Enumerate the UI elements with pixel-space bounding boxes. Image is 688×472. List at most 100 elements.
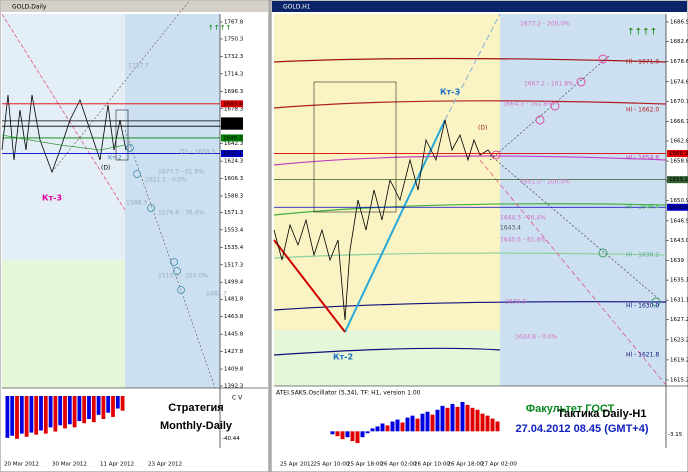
osc-bar [335, 431, 340, 437]
trend-line [124, 129, 216, 389]
fib-label: 1667.2 - 161.8% [524, 81, 574, 88]
price-marker-label: 1683.4 [223, 101, 243, 107]
y-tick-label: 1409.8 [224, 367, 244, 373]
price-marker-label: 1648.2 [223, 135, 242, 141]
bands [273, 57, 667, 356]
osc-bar [120, 396, 125, 411]
osc-bar [82, 396, 87, 424]
right-zone-yellow [274, 14, 500, 330]
osc-bar [101, 396, 106, 419]
y-tick-label: 1750.3 [224, 36, 244, 42]
osc-bar [370, 428, 375, 432]
x-tick-label: 11 Apr 2012 [100, 462, 134, 468]
trend-line [489, 154, 661, 301]
osc-bar [5, 396, 10, 438]
strategy-2: Monthly-Daily [160, 420, 233, 432]
y-tick-label: 1463.8 [224, 314, 244, 320]
osc-bar [395, 419, 400, 432]
box [313, 81, 397, 213]
y-tick-label: 1481.8 [224, 297, 244, 303]
osc-bar [445, 407, 450, 432]
y-tick-label: 1631.1 [670, 298, 688, 304]
osc-bar [400, 422, 405, 432]
osc-bar [10, 396, 15, 436]
annotation: 1588.3 [126, 200, 147, 207]
osc-bar [475, 409, 480, 432]
fib-line [1, 13, 126, 211]
price-marker-label: 1649.6 [669, 205, 688, 211]
trend-line [51, 0, 191, 173]
x-tick-label: 25 Apr 2012 [280, 462, 314, 468]
fib-label: 1630.0 [505, 299, 526, 306]
trend-line [444, 13, 501, 121]
x-tick-label: 20 Mar 2012 [4, 462, 39, 468]
y-tick-label: 1499.4 [224, 280, 244, 286]
osc-bar [425, 411, 430, 432]
osc-bar [495, 421, 500, 432]
price-marker [221, 150, 243, 158]
y-tick-label: 1615.2 [670, 378, 688, 384]
price-marker [221, 122, 243, 130]
annotation: (D) [101, 165, 110, 172]
annotation: 1621.1 - 0.0% [145, 177, 188, 184]
osc-corner: C V [232, 395, 243, 402]
price-zigzag [1, 94, 127, 174]
osc-bar [106, 396, 111, 413]
y-tick-label: 1678.6 [670, 59, 688, 65]
circles [598, 248, 661, 307]
osc-bar [63, 396, 67, 429]
y-tick-label: 1606.3 [224, 176, 244, 182]
price-zigzag [273, 119, 495, 321]
annotation: 1576.8 - 76.4% [158, 210, 204, 217]
wave-line [273, 239, 346, 333]
hl-label: Hl - 1638.2 [626, 252, 659, 259]
osc-bar [430, 414, 435, 432]
osc-bar [380, 423, 385, 432]
y-tick-label: 1627.2 [670, 317, 688, 323]
y-tick-label: 1646.9 [670, 218, 688, 224]
annotation: Кт-2 [108, 155, 122, 162]
price-marker [667, 203, 688, 211]
y-tick-label: 1643.0 [670, 238, 688, 244]
fib-label: 1644.3 - 76.4% [500, 215, 546, 222]
x-tick-label: 30 Mar 2012 [52, 462, 87, 468]
osc-bar [340, 431, 345, 440]
osc-bar [465, 404, 470, 432]
osc-bar [39, 396, 43, 431]
osc-bar [330, 431, 335, 435]
y-tick-label: 1682.6 [670, 39, 688, 45]
y-tick-label: 1767.8 [224, 20, 244, 26]
x-tick-label: 26 Apr 18:00 [448, 462, 484, 468]
price-marker-label: 1632.1 [223, 151, 242, 157]
osc-bar [29, 396, 34, 433]
osc-bar [460, 401, 465, 432]
osc-tick-label: -40.44 [222, 436, 240, 442]
strategy-1: Стратегия [168, 402, 223, 414]
osc-bar [15, 396, 19, 439]
osc-bar [405, 417, 410, 432]
left-zone [2, 14, 125, 260]
osc-title: ATEI.SAKS.Oscillator (5,34), TF: H1, ver… [276, 390, 421, 397]
d-label: (D) [478, 125, 487, 132]
price-marker [667, 150, 688, 158]
fib-label: 1651.0 - 100.0% [520, 179, 570, 186]
x-tick-label: 23 Apr 2012 [148, 462, 182, 468]
fib-label: 1624.8 - 0.0% [515, 334, 558, 341]
osc-bar [365, 431, 370, 434]
fib-line [479, 159, 667, 386]
left-zone-green [2, 260, 125, 388]
osc-bar [360, 431, 365, 438]
kt2-label: Кт-2 [333, 353, 353, 362]
hl-label: Hl - 1654.6 [626, 155, 659, 162]
y-tick-label: 1635.1 [670, 278, 688, 284]
hl-label: Hl - 1662.0 [626, 107, 659, 114]
hl-label: Hl - 1646.4 [626, 204, 659, 211]
kt3-label: Кт-3 [440, 88, 460, 97]
circles [491, 54, 608, 160]
y-tick-label: 1662.8 [670, 138, 688, 144]
hl-label: Hl - 1621.8 [626, 352, 659, 359]
box [115, 109, 129, 161]
osc-bar [440, 405, 445, 432]
